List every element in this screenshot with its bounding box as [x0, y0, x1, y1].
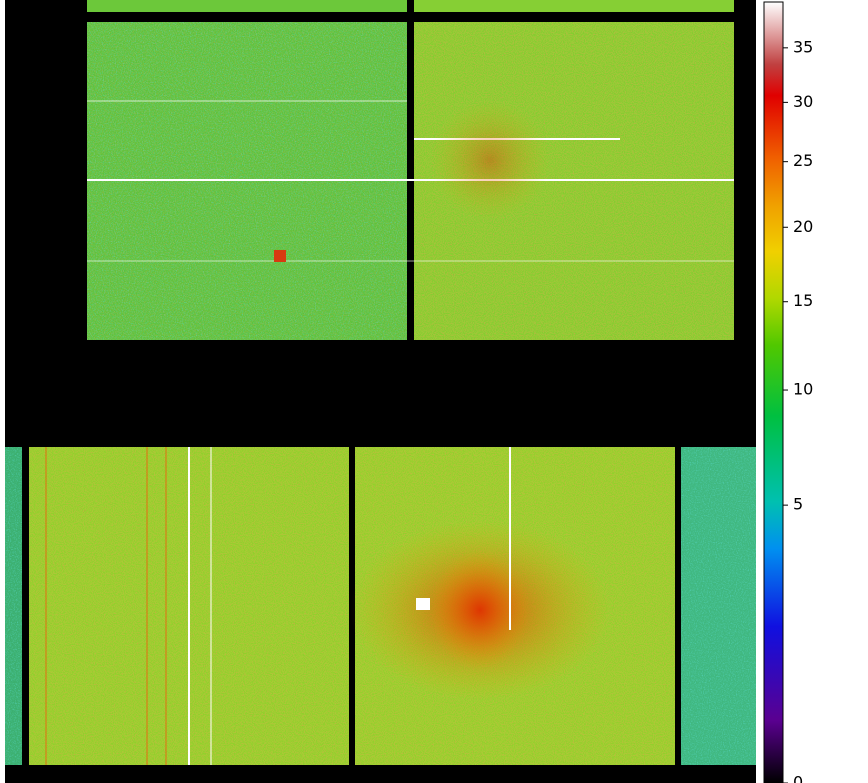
tick-label: 30 [793, 92, 813, 111]
detector-image [5, 0, 756, 783]
tick-label: 15 [793, 291, 813, 310]
colorbar-scale [763, 1, 784, 783]
colorbar: 0 5 10 15 20 25 30 35 [763, 1, 813, 783]
tick-label: 20 [793, 217, 813, 236]
tick-label: 35 [793, 37, 813, 56]
tick-label: 10 [793, 380, 813, 399]
tick-label: 0 [793, 773, 803, 783]
tick-label: 25 [793, 151, 813, 170]
tick-label: 5 [793, 495, 803, 514]
